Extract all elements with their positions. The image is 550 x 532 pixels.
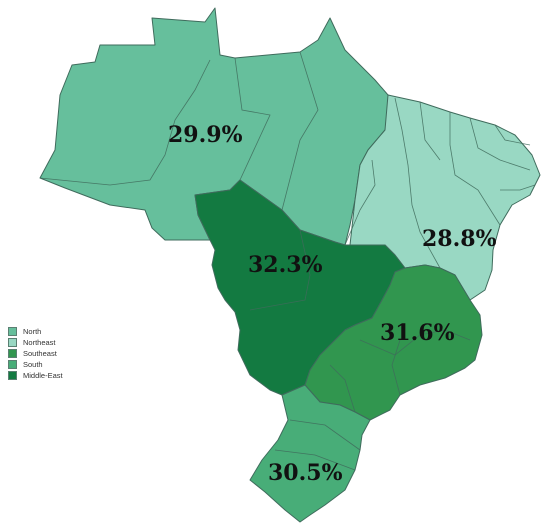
region-south (249, 384, 371, 523)
legend-swatch (8, 327, 17, 336)
legend-swatch (8, 360, 17, 369)
legend-label: North (23, 327, 42, 336)
state-borders (39, 51, 536, 471)
legend-swatch (8, 371, 17, 380)
legend-label: South (23, 360, 43, 369)
legend-item: South (8, 359, 63, 370)
legend-swatch (8, 349, 17, 358)
legend-label: Northeast (23, 338, 56, 347)
legend-item: Middle-East (8, 370, 63, 381)
legend-item: Northeast (8, 337, 63, 348)
label-southeast: 31.6% (380, 320, 455, 346)
legend-label: Middle-East (23, 371, 63, 380)
legend-label: Southeast (23, 349, 57, 358)
legend-swatch (8, 338, 17, 347)
legend-item: Southeast (8, 348, 63, 359)
legend-item: North (8, 326, 63, 337)
label-south: 30.5% (268, 460, 343, 486)
legend: North Northeast Southeast South Middle-E… (8, 326, 63, 381)
label-middle-east: 32.3% (248, 252, 323, 278)
region-northeast (349, 94, 541, 301)
label-northeast: 28.8% (422, 226, 497, 252)
label-north: 29.9% (168, 122, 243, 148)
